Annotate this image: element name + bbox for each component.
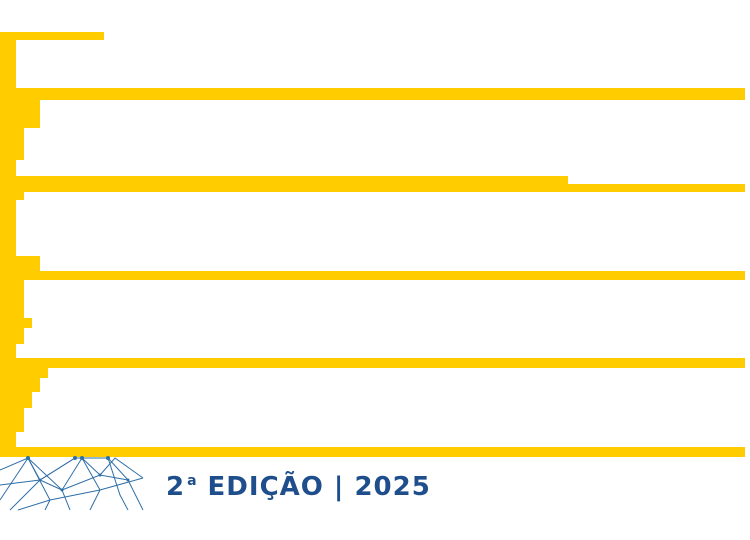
logo-left-edge [0, 32, 48, 448]
edition-ordinal: a [187, 473, 198, 489]
network-mesh-icon [0, 457, 144, 511]
network-nodes [26, 456, 130, 492]
edition-number: 2 [166, 472, 186, 502]
logo-bar-2b [0, 184, 745, 192]
edition-label: 2 a EDIÇÃO | 2025 [166, 470, 431, 504]
logo-bar-3 [0, 271, 745, 280]
edition-text: EDIÇÃO | 2025 [207, 472, 431, 502]
logo-bar-4 [0, 358, 745, 368]
logo-bar-5 [0, 447, 745, 457]
logo-bar-top [0, 32, 104, 40]
logo-bar-2a [0, 176, 568, 184]
logo-bar-1 [0, 88, 745, 100]
